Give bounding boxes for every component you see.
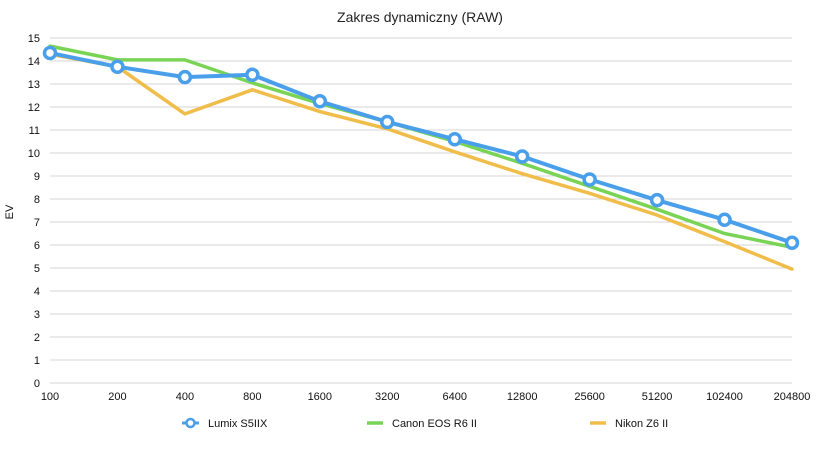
x-tick-label: 204800 bbox=[774, 391, 811, 403]
y-tick-label: 12 bbox=[28, 102, 40, 114]
y-tick-label: 0 bbox=[34, 378, 40, 390]
legend-label: Lumix S5IIX bbox=[208, 418, 268, 430]
legend-item: Canon EOS R6 II bbox=[367, 418, 477, 430]
x-tick-label: 6400 bbox=[442, 391, 466, 403]
series-line bbox=[48, 44, 794, 250]
y-tick-label: 15 bbox=[28, 33, 40, 45]
data-point bbox=[312, 94, 328, 109]
data-point bbox=[649, 192, 665, 208]
legend-item: Lumix S5IIX bbox=[182, 417, 268, 430]
y-tick-label: 10 bbox=[28, 148, 40, 160]
gridlines bbox=[50, 37, 792, 384]
data-point bbox=[42, 45, 58, 61]
chart-title: Zakres dynamiczny (RAW) bbox=[337, 9, 503, 25]
data-point bbox=[447, 131, 462, 147]
data-point bbox=[110, 59, 125, 74]
y-tick-label: 3 bbox=[34, 309, 40, 321]
x-tick-label: 200 bbox=[108, 391, 126, 403]
y-tick-label: 4 bbox=[34, 286, 40, 298]
y-tick-label: 11 bbox=[29, 125, 40, 137]
data-point bbox=[514, 149, 530, 164]
y-axis-label: EV bbox=[4, 204, 16, 219]
y-tick-label: 8 bbox=[34, 194, 40, 206]
y-tick-label: 5 bbox=[34, 263, 40, 275]
y-tick-label: 2 bbox=[34, 332, 40, 344]
data-point bbox=[784, 235, 800, 250]
legend-item: Nikon Z6 II bbox=[590, 418, 668, 430]
legend: Lumix S5IIX Canon EOS R6 II Nikon Z6 II bbox=[182, 417, 668, 430]
x-axis-ticks: 100 200 400 800 1600 3200 6400 12800 25600 51200 1… bbox=[41, 391, 811, 403]
y-tick-label: 6 bbox=[34, 240, 40, 252]
x-tick-label: 102400 bbox=[706, 391, 743, 403]
x-tick-label: 1600 bbox=[308, 391, 332, 403]
data-point bbox=[582, 172, 597, 187]
x-tick-label: 100 bbox=[41, 391, 59, 403]
y-tick-label: 14 bbox=[28, 56, 40, 68]
legend-label: Canon EOS R6 II bbox=[392, 418, 477, 430]
x-tick-label: 25600 bbox=[574, 391, 605, 403]
y-tick-label: 1 bbox=[34, 355, 40, 367]
legend-label: Nikon Z6 II bbox=[615, 418, 668, 430]
series-line bbox=[48, 52, 794, 271]
y-tick-label: 7 bbox=[34, 217, 40, 229]
x-tick-label: 800 bbox=[243, 391, 261, 403]
x-tick-label: 400 bbox=[176, 391, 194, 403]
series-lines bbox=[42, 44, 800, 271]
y-tick-label: 13 bbox=[28, 79, 40, 91]
data-point bbox=[177, 69, 193, 85]
x-tick-label: 3200 bbox=[375, 391, 399, 403]
data-point bbox=[245, 67, 260, 83]
x-tick-label: 12800 bbox=[507, 391, 538, 403]
data-point bbox=[717, 212, 732, 227]
x-tick-label: 51200 bbox=[642, 391, 673, 403]
y-tick-label: 9 bbox=[34, 171, 40, 183]
data-point bbox=[380, 114, 395, 130]
legend-marker bbox=[185, 417, 196, 429]
series-line bbox=[48, 50, 794, 245]
